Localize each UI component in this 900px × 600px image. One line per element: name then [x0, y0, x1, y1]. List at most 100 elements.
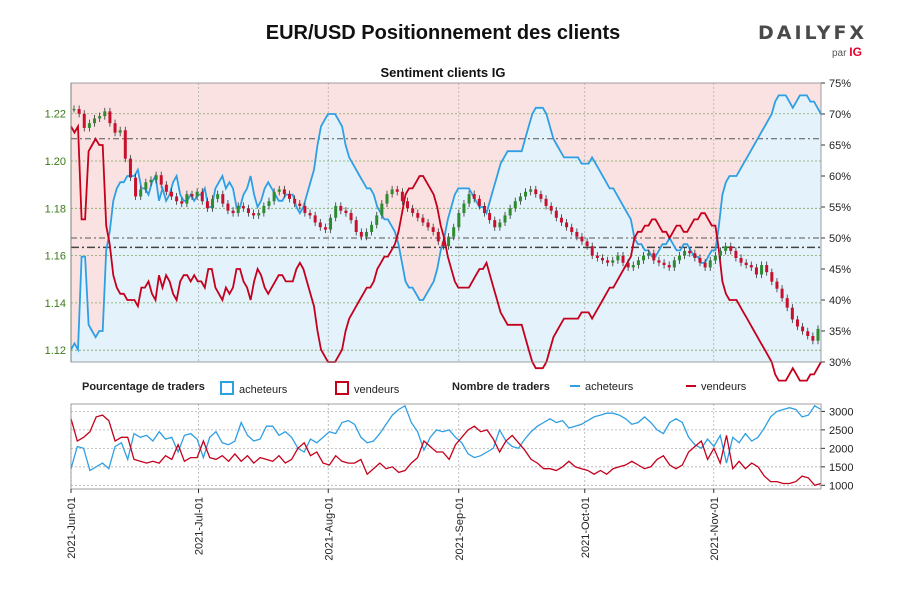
- price-candle: [744, 262, 748, 266]
- price-candle: [811, 335, 815, 341]
- bottom-plot-border: [70, 403, 822, 490]
- price-candle: [590, 246, 594, 256]
- price-candle: [175, 196, 179, 202]
- price-candle: [416, 213, 420, 218]
- price-candle: [139, 189, 143, 197]
- price-candle: [647, 253, 651, 256]
- price-candle: [780, 288, 784, 299]
- price-candle: [164, 184, 168, 192]
- price-candle: [806, 331, 810, 336]
- price-candle: [549, 205, 553, 211]
- price-candle: [169, 191, 173, 197]
- price-candle: [277, 189, 281, 192]
- legend-pct-sellers[interactable]: vendeurs: [335, 381, 399, 396]
- legend-count-sellers[interactable]: vendeurs: [686, 381, 746, 393]
- price-candle: [288, 194, 292, 199]
- date-tick-label: 2021-Jul-01: [194, 497, 206, 555]
- price-candle: [534, 189, 538, 195]
- pct-tick-label: 45%: [829, 264, 851, 276]
- price-candle: [462, 203, 466, 214]
- price-candle: [739, 257, 743, 263]
- price-candle: [570, 227, 574, 232]
- price-candle: [241, 205, 245, 209]
- price-tick-label: 1.16: [45, 251, 66, 263]
- legend-pct-buyers[interactable]: acheteurs: [220, 381, 287, 396]
- price-candle: [267, 201, 271, 206]
- buyers-count-line: [70, 404, 822, 472]
- price-candle: [118, 130, 122, 133]
- price-candle: [123, 130, 127, 159]
- price-candle: [390, 189, 394, 195]
- sellers-line-icon: [686, 385, 696, 387]
- price-candle: [683, 250, 687, 256]
- price-candle: [282, 189, 286, 195]
- price-candle: [303, 205, 307, 214]
- price-tick-label: 1.22: [45, 109, 66, 121]
- price-candle: [616, 255, 620, 261]
- price-candle: [159, 175, 163, 185]
- price-candle: [657, 260, 661, 263]
- price-candle: [708, 260, 712, 268]
- price-candle: [749, 265, 753, 268]
- price-candle: [339, 205, 343, 211]
- price-candle: [93, 118, 97, 124]
- price-candle: [400, 191, 404, 202]
- price-candle: [190, 194, 194, 197]
- date-tick-label: 2021-Jun-01: [66, 497, 78, 559]
- price-candle: [729, 246, 733, 251]
- price-candle: [308, 213, 312, 216]
- price-candle: [421, 217, 425, 223]
- buyers-line-icon: [570, 385, 580, 387]
- legend-pct-buyers-label: acheteurs: [239, 384, 288, 396]
- price-candle: [642, 255, 646, 261]
- date-tick-label: 2021-Nov-01: [709, 497, 721, 561]
- price-candle: [98, 116, 102, 119]
- price-candle: [313, 215, 317, 223]
- price-candle: [108, 111, 112, 124]
- price-candle: [144, 182, 148, 190]
- price-candle: [472, 194, 476, 199]
- price-candle: [698, 257, 702, 263]
- price-candle: [323, 227, 327, 230]
- price-candle: [703, 262, 707, 268]
- price-candle: [406, 201, 410, 209]
- price-candle: [154, 175, 158, 180]
- price-candle: [103, 111, 107, 117]
- price-candle: [513, 201, 517, 209]
- price-candle: [354, 220, 358, 232]
- price-candle: [626, 262, 630, 268]
- legend-count-buyers[interactable]: acheteurs: [570, 381, 633, 393]
- price-candle: [411, 208, 415, 214]
- count-tick-label: 1000: [829, 480, 853, 492]
- pct-tick-label: 30%: [829, 357, 851, 369]
- sellers-pct-line: [70, 123, 822, 382]
- price-candle: [667, 265, 671, 268]
- price-candle: [195, 191, 199, 197]
- price-candle: [293, 198, 297, 204]
- price-candle: [693, 253, 697, 258]
- price-candle: [359, 231, 363, 237]
- price-candle: [734, 250, 738, 258]
- price-candle: [257, 213, 261, 216]
- price-candle: [508, 208, 512, 216]
- price-candle: [765, 265, 769, 273]
- price-candle: [329, 217, 333, 230]
- logo-sub-text: par: [832, 48, 847, 59]
- pct-tick-label: 40%: [829, 295, 851, 307]
- date-tick-label: 2021-Aug-01: [323, 497, 335, 561]
- price-candle: [452, 227, 456, 237]
- price-candle: [477, 198, 481, 206]
- top-plot-border: [70, 82, 822, 363]
- legend-count-buyers-label: acheteurs: [585, 381, 634, 393]
- price-candle: [441, 241, 445, 247]
- price-candle: [134, 177, 138, 197]
- price-candle: [349, 213, 353, 221]
- price-candle: [205, 201, 209, 209]
- price-candle: [252, 213, 256, 216]
- pct-tick-label: 35%: [829, 326, 851, 338]
- price-candle: [211, 198, 215, 209]
- price-candle: [231, 210, 235, 214]
- price-candle: [785, 298, 789, 308]
- price-candle: [82, 113, 86, 128]
